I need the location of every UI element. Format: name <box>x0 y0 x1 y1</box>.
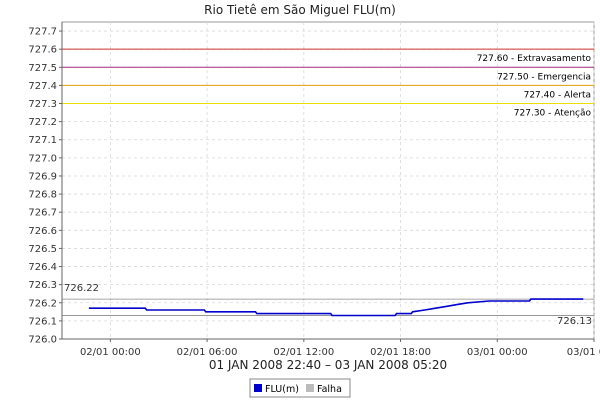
y-tick-label: 727.7 <box>28 27 57 38</box>
series-line <box>88 298 584 317</box>
x-tick-label: 02/01 00:00 <box>80 347 141 358</box>
series-lines <box>88 298 584 317</box>
min-value-label: 726.13 <box>557 316 592 327</box>
legend-box <box>249 378 351 398</box>
plot-area <box>61 21 595 340</box>
threshold-label: 727.40 - Alerta <box>524 90 591 100</box>
x-tick-label: 02/01 06:00 <box>177 347 238 358</box>
y-tick-label: 727.2 <box>28 117 57 128</box>
y-tick-label: 726.5 <box>28 244 57 255</box>
legend: FLU(m) Falha <box>249 378 351 398</box>
y-tick-label: 726.3 <box>28 280 57 291</box>
y-tick-label: 726.7 <box>28 208 57 219</box>
y-tick-label: 726.0 <box>28 335 57 346</box>
x-tick-label: 03/01 00:00 <box>467 347 528 358</box>
threshold-label: 727.30 - Atenção <box>514 109 592 119</box>
legend-swatch-flu <box>254 384 262 392</box>
y-tick-label: 726.2 <box>28 298 57 309</box>
x-tick-label: 02/01 18:00 <box>370 347 431 358</box>
date-range-label: 01 JAN 2008 22:40 – 03 JAN 2008 05:20 <box>209 358 447 372</box>
max-value-label: 726.22 <box>64 283 99 294</box>
x-axis: 02/01 00:00 02/01 06:00 02/01 12:00 02/01 1… <box>62 338 600 358</box>
x-tick-label: 02/01 12:00 <box>273 347 334 358</box>
y-tick-label: 727.3 <box>28 99 57 110</box>
chart-title: Rio Tietê em São Miguel FLU(m) <box>204 3 396 17</box>
legend-swatch-falha <box>306 384 314 392</box>
y-tick-label: 726.8 <box>28 190 57 201</box>
y-tick-label: 727.6 <box>28 45 57 56</box>
y-tick-label: 727.1 <box>28 135 57 146</box>
threshold-label: 727.60 - Extravasamento <box>477 54 592 64</box>
x-tick-label: 03/01 06:0 <box>567 347 600 358</box>
threshold-label: 727.50 - Emergencia <box>497 72 591 82</box>
y-tick-label: 726.1 <box>28 316 57 327</box>
legend-label-flu: FLU(m) <box>265 384 299 395</box>
y-tick-label: 727.0 <box>28 153 57 164</box>
y-tick-label: 726.4 <box>28 262 57 273</box>
y-tick-label: 726.9 <box>28 171 57 182</box>
y-tick-label: 726.6 <box>28 226 57 237</box>
y-axis: 726.0 726.1 726.2 726.3 726.4 726.5 726.6 726.7… <box>28 22 63 346</box>
threshold-lines: 727.60 - Extravasamento 727.50 - Emergenc… <box>62 48 594 316</box>
y-tick-label: 727.5 <box>28 63 57 74</box>
y-tick-label: 727.4 <box>28 81 57 92</box>
legend-label-falha: Falha <box>317 384 342 395</box>
